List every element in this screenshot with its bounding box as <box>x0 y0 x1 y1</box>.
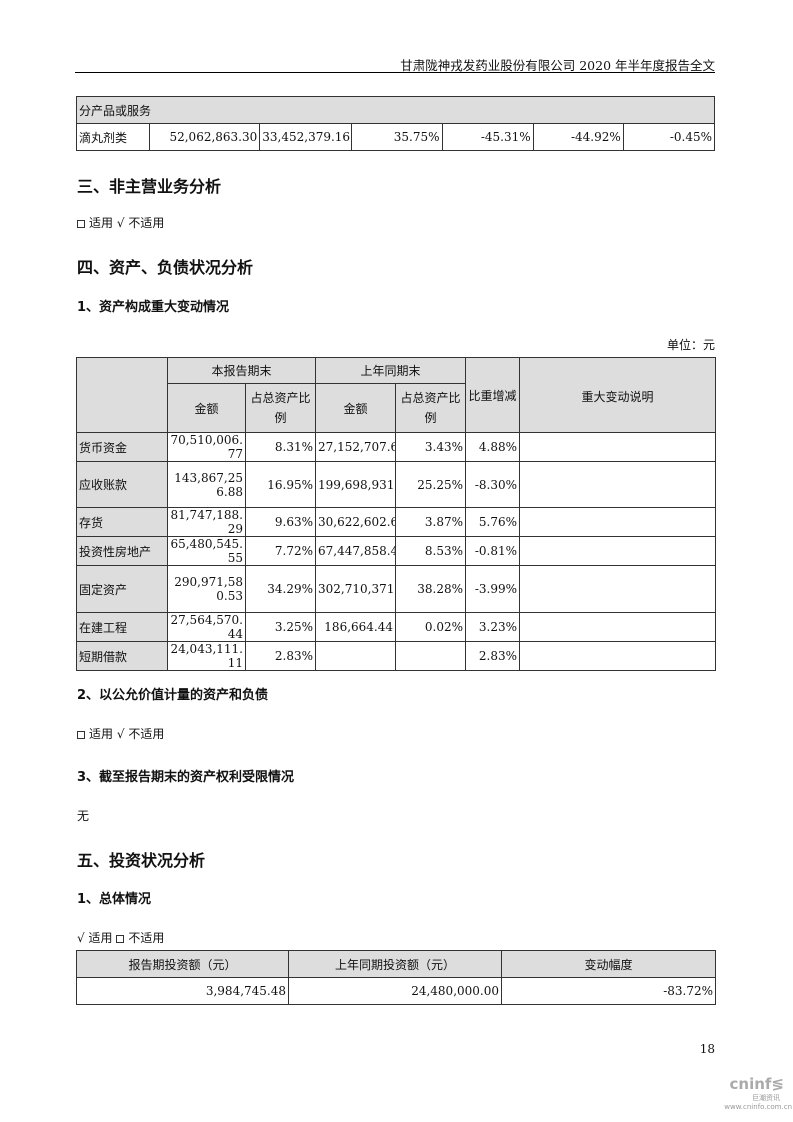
cell <box>395 641 467 671</box>
cell: 290,971,580.53 <box>167 565 246 613</box>
cell: 302,710,371.92 <box>315 565 397 613</box>
page-number: 18 <box>699 1042 715 1056</box>
table-row: 固定资产290,971,580.5334.29%302,710,371.9238… <box>76 565 717 613</box>
applicability: 适用 √ 不适用 <box>77 725 164 742</box>
cell: 70,510,006.77 <box>167 432 246 462</box>
applicability: 适用 √ 不适用 <box>77 214 164 231</box>
subsection-title: 1、资产构成重大变动情况 <box>77 300 230 315</box>
row-label: 投资性房地产 <box>76 536 168 566</box>
checkbox-icon <box>77 730 85 739</box>
table-row: 投资性房地产65,480,545.557.72%67,447,858.438.5… <box>76 536 717 566</box>
cell: 27,152,707.60 <box>315 432 397 462</box>
cell: -3.99% <box>465 565 521 613</box>
section-title: 三、非主营业务分析 <box>77 177 222 196</box>
cell: 25.25% <box>395 461 467 508</box>
cell <box>519 432 717 462</box>
cell <box>519 641 717 671</box>
cell: 81,747,188.29 <box>167 507 246 537</box>
cell <box>519 507 717 537</box>
section-title: 四、资产、负债状况分析 <box>77 258 254 277</box>
cell: 24,043,111.11 <box>167 641 246 671</box>
section-row: 分产品或服务 <box>76 96 715 124</box>
cell: 186,664.44 <box>315 612 397 642</box>
cell: 3.25% <box>244 612 317 642</box>
cell: 7.72% <box>244 536 317 566</box>
investment-table: 报告期投资额（元） 上年同期投资额（元） 变动幅度 3,984,745.48 24,4… <box>76 950 716 1005</box>
cell: 16.95% <box>244 461 317 508</box>
cell: 2.83% <box>244 641 317 671</box>
section-title: 五、投资状况分析 <box>77 851 206 870</box>
subsection-title: 1、总体情况 <box>77 892 152 907</box>
row-label: 货币资金 <box>76 432 168 462</box>
row-label: 固定资产 <box>76 565 168 613</box>
cell: -0.81% <box>465 536 521 566</box>
cninfo-logo-icon: ≶ <box>771 1075 784 1093</box>
table-row: 存货81,747,188.299.63%30,622,602.603.87%5.… <box>76 507 717 537</box>
cell: 67,447,858.43 <box>315 536 397 566</box>
product-table: 分产品或服务 滴丸剂类 52,062,863.30 33,452,379.16 35.… <box>75 96 716 151</box>
cninfo-watermark-logo: cninf≶ 巨潮资讯 www.cninfo.com.cn <box>724 1075 792 1111</box>
checkbox-icon <box>77 219 85 228</box>
cell: 27,564,570.44 <box>167 612 246 642</box>
cell: 4.88% <box>465 432 521 462</box>
cell: 3.23% <box>465 612 521 642</box>
page-header: 甘肃陇神戎发药业股份有限公司 2020 年半年度报告全文 <box>400 58 715 73</box>
cell: 199,698,931.54 <box>315 461 397 508</box>
row-label: 存货 <box>76 507 168 537</box>
cell <box>315 641 397 671</box>
subsection-title: 2、以公允价值计量的资产和负债 <box>77 688 269 703</box>
row-label: 短期借款 <box>76 641 168 671</box>
cell: 8.53% <box>395 536 467 566</box>
header-rule <box>75 72 715 73</box>
table-row: 3,984,745.48 24,480,000.00 -83.72% <box>76 977 716 1005</box>
cell: 30,622,602.60 <box>315 507 397 537</box>
cell: 5.76% <box>465 507 521 537</box>
row-label: 应收账款 <box>76 461 168 508</box>
cell: 38.28% <box>395 565 467 613</box>
cell: 65,480,545.55 <box>167 536 246 566</box>
cell: 0.02% <box>395 612 467 642</box>
none-text: 无 <box>77 809 90 823</box>
cell: -8.30% <box>465 461 521 508</box>
table-row: 货币资金70,510,006.778.31%27,152,707.603.43%… <box>76 432 717 462</box>
cell <box>519 536 717 566</box>
cell: 34.29% <box>244 565 317 613</box>
applicability: √ 适用 不适用 <box>77 931 165 945</box>
row-label: 在建工程 <box>76 612 168 642</box>
checkbox-icon <box>116 934 125 943</box>
cell: 2.83% <box>465 641 521 671</box>
cell <box>519 565 717 613</box>
asset-table: 本报告期末 上年同期末 比重增减 重大变动说明 金额 占总资产比例 金额 占总资产比例 货币… <box>76 357 717 671</box>
table-row: 短期借款 24,043,111.11 2.83% 2.83% <box>76 641 717 671</box>
cell: 3.43% <box>395 432 467 462</box>
table-row: 滴丸剂类 52,062,863.30 33,452,379.16 35.75% -45.… <box>75 123 716 151</box>
cell <box>519 461 717 508</box>
cell: 3.87% <box>395 507 467 537</box>
cell <box>519 612 717 642</box>
table-row: 应收账款143,867,256.8816.95%199,698,931.5425… <box>76 461 717 508</box>
cell: 8.31% <box>244 432 317 462</box>
unit-label: 单位：元 <box>666 338 715 352</box>
subsection-title: 3、截至报告期末的资产权利受限情况 <box>77 770 295 785</box>
table-row: 在建工程 27,564,570.44 3.25% 186,664.44 0.02% 3.2… <box>76 612 717 642</box>
cell: 9.63% <box>244 507 317 537</box>
cell: 143,867,256.88 <box>167 461 246 508</box>
